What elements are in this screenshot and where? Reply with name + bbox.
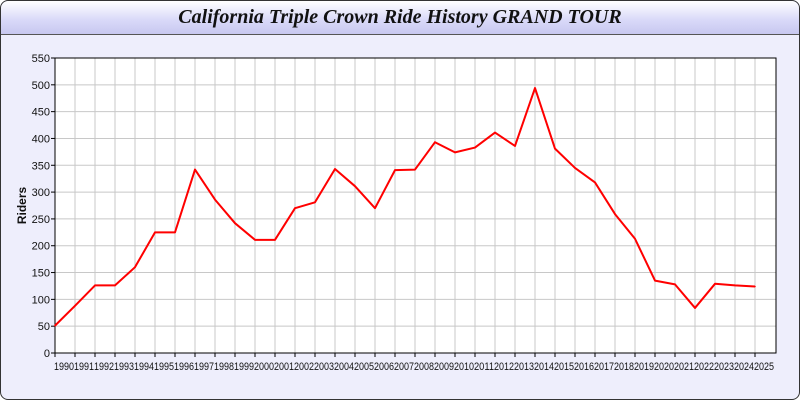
data-point bbox=[514, 145, 516, 147]
data-point bbox=[74, 305, 76, 307]
data-point bbox=[694, 307, 696, 309]
data-point bbox=[254, 239, 256, 241]
data-point bbox=[294, 207, 296, 209]
y-tick-label: 50 bbox=[38, 321, 50, 333]
x-tick-label: 2020 bbox=[654, 361, 674, 373]
x-tick-label: 2024 bbox=[734, 361, 754, 373]
data-point bbox=[674, 283, 676, 286]
y-tick-label: 0 bbox=[44, 348, 50, 360]
x-tick-label: 2009 bbox=[434, 361, 454, 373]
x-tick-label: 2007 bbox=[394, 361, 414, 373]
y-axis-label: Riders bbox=[15, 187, 29, 225]
data-point bbox=[174, 231, 176, 234]
data-point bbox=[54, 324, 56, 327]
data-point bbox=[554, 147, 556, 150]
data-point bbox=[594, 181, 596, 184]
data-point bbox=[534, 87, 536, 89]
data-point bbox=[394, 169, 396, 171]
x-tick-label: 2010 bbox=[454, 361, 474, 373]
y-tick-label: 300 bbox=[32, 187, 50, 199]
data-point bbox=[94, 284, 96, 287]
y-tick-label: 550 bbox=[32, 53, 50, 65]
x-tick-label: 1995 bbox=[154, 361, 174, 373]
data-point bbox=[334, 168, 336, 170]
data-point bbox=[274, 239, 276, 241]
data-point bbox=[114, 284, 116, 287]
y-tick-label: 150 bbox=[32, 268, 50, 280]
x-tick-label: 1999 bbox=[234, 361, 254, 373]
x-tick-label: 1993 bbox=[114, 361, 134, 373]
data-point bbox=[574, 167, 576, 169]
data-point bbox=[214, 198, 216, 201]
title-bar: California Triple Crown Ride History GRA… bbox=[1, 1, 799, 35]
x-tick-label: 1996 bbox=[174, 361, 194, 373]
x-tick-label: 2011 bbox=[474, 361, 494, 373]
x-tick-label: 2018 bbox=[614, 361, 634, 373]
data-point bbox=[714, 283, 716, 285]
data-point bbox=[154, 231, 156, 234]
data-point bbox=[734, 284, 736, 287]
data-point bbox=[654, 279, 656, 282]
x-tick-label: 1997 bbox=[194, 361, 214, 373]
x-tick-label: 2021 bbox=[674, 361, 694, 373]
data-point bbox=[354, 185, 356, 187]
data-point bbox=[314, 201, 316, 204]
x-tick-label: 2015 bbox=[554, 361, 574, 373]
x-tick-label: 1991 bbox=[74, 361, 94, 373]
x-tick-label: 2025 bbox=[754, 361, 774, 373]
data-point bbox=[374, 207, 376, 209]
x-tick-label: 2014 bbox=[534, 361, 554, 373]
data-point bbox=[234, 222, 236, 224]
x-tick-label: 2003 bbox=[314, 361, 334, 373]
x-tick-label: 2002 bbox=[294, 361, 314, 373]
x-tick-label: 2004 bbox=[334, 361, 354, 373]
data-point bbox=[474, 146, 476, 149]
x-tick-label: 1992 bbox=[94, 361, 114, 373]
x-tick-label: 1990 bbox=[54, 361, 74, 373]
x-tick-label: 2016 bbox=[574, 361, 594, 373]
y-tick-label: 500 bbox=[32, 80, 50, 92]
x-tick-label: 2005 bbox=[354, 361, 374, 373]
y-tick-label: 200 bbox=[32, 241, 50, 253]
series-line bbox=[54, 87, 756, 327]
y-tick-label: 450 bbox=[32, 107, 50, 119]
data-point bbox=[614, 213, 616, 215]
x-tick-label: 2012 bbox=[494, 361, 514, 373]
data-point bbox=[414, 168, 416, 171]
data-point bbox=[194, 168, 196, 171]
x-tick-label: 2017 bbox=[594, 361, 614, 373]
y-tick-label: 400 bbox=[32, 133, 50, 145]
x-tick-label: 2013 bbox=[514, 361, 534, 373]
x-tick-label: 2000 bbox=[254, 361, 274, 373]
y-tick-label: 350 bbox=[32, 160, 50, 172]
x-tick-label: 1994 bbox=[134, 361, 154, 373]
x-tick-label: 1998 bbox=[214, 361, 234, 373]
y-tick-label: 250 bbox=[32, 214, 50, 226]
chart-title: California Triple Crown Ride History GRA… bbox=[178, 6, 622, 28]
data-point bbox=[454, 151, 456, 154]
x-tick-label: 2006 bbox=[374, 361, 394, 373]
x-tick-label: 2008 bbox=[414, 361, 434, 373]
data-point bbox=[434, 141, 436, 144]
x-tick-label: 2001 bbox=[274, 361, 294, 373]
data-point bbox=[494, 131, 496, 134]
data-point bbox=[754, 285, 756, 288]
x-tick-label: 2022 bbox=[694, 361, 714, 373]
data-point bbox=[134, 266, 136, 268]
data-point bbox=[634, 237, 636, 240]
x-tick-label: 2019 bbox=[634, 361, 654, 373]
y-tick-label: 100 bbox=[32, 294, 50, 306]
x-tick-label: 2023 bbox=[714, 361, 734, 373]
